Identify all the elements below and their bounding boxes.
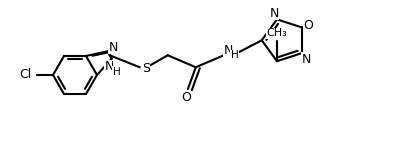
Text: H: H bbox=[231, 50, 239, 60]
Text: Cl: Cl bbox=[19, 68, 31, 82]
Text: N: N bbox=[302, 53, 311, 66]
Text: H: H bbox=[113, 67, 121, 77]
Text: CH₃: CH₃ bbox=[267, 28, 287, 38]
Text: S: S bbox=[142, 62, 150, 75]
Text: N: N bbox=[105, 60, 114, 73]
Text: O: O bbox=[181, 91, 191, 104]
Text: O: O bbox=[304, 19, 313, 32]
Text: N: N bbox=[269, 7, 278, 20]
Text: N: N bbox=[109, 41, 118, 54]
Text: N: N bbox=[224, 44, 234, 57]
